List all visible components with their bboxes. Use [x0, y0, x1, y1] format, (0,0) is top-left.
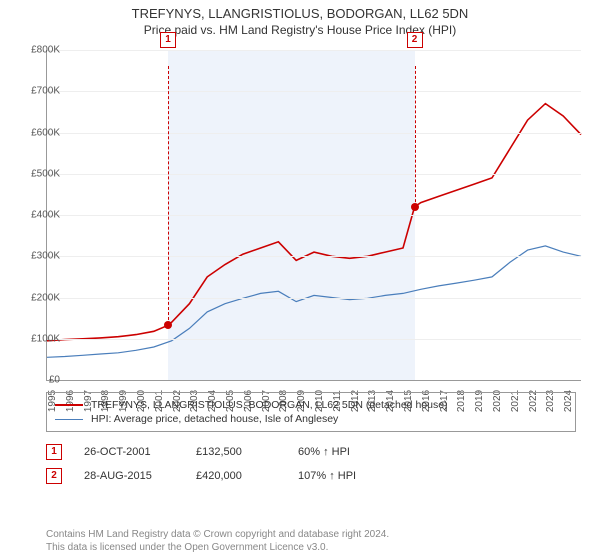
gridline	[47, 50, 581, 51]
y-axis-label: £200K	[16, 292, 60, 303]
chart-container: { "title": "TREFYNYS, LLANGRISTIOLUS, BO…	[0, 0, 600, 560]
series-line	[47, 104, 581, 341]
chart-subtitle: Price paid vs. HM Land Registry's House …	[0, 21, 600, 37]
event-number-box: 1	[46, 444, 62, 460]
legend-swatch	[55, 404, 83, 406]
y-axis-label: £600K	[16, 127, 60, 138]
gridline	[47, 215, 581, 216]
gridline	[47, 174, 581, 175]
gridline	[47, 298, 581, 299]
event-price: £132,500	[196, 446, 276, 458]
chart-title: TREFYNYS, LLANGRISTIOLUS, BODORGAN, LL62…	[0, 0, 600, 21]
event-delta: 107% ↑ HPI	[298, 470, 356, 482]
event-marker-line	[168, 66, 169, 325]
legend-box: TREFYNYS, LLANGRISTIOLUS, BODORGAN, LL62…	[46, 392, 576, 432]
y-axis-label: £700K	[16, 86, 60, 97]
y-axis-label: £800K	[16, 45, 60, 56]
footer-line-2: This data is licensed under the Open Gov…	[46, 541, 389, 554]
event-date: 26-OCT-2001	[84, 446, 174, 458]
plot-area: 1995199619971998199920002001200220032004…	[46, 50, 581, 381]
event-marker-point	[164, 321, 172, 329]
events-table: 1 26-OCT-2001 £132,500 60% ↑ HPI 2 28-AUG-201…	[46, 440, 576, 488]
gridline	[47, 339, 581, 340]
y-axis-label: £100K	[16, 333, 60, 344]
event-date: 28-AUG-2015	[84, 470, 174, 482]
event-row: 1 26-OCT-2001 £132,500 60% ↑ HPI	[46, 440, 576, 464]
gridline	[47, 256, 581, 257]
legend-label: HPI: Average price, detached house, Isle…	[91, 413, 338, 425]
legend-label: TREFYNYS, LLANGRISTIOLUS, BODORGAN, LL62…	[91, 399, 448, 411]
event-row: 2 28-AUG-2015 £420,000 107% ↑ HPI	[46, 464, 576, 488]
gridline	[47, 133, 581, 134]
footer-attribution: Contains HM Land Registry data © Crown c…	[46, 528, 389, 554]
legend-row: HPI: Average price, detached house, Isle…	[55, 412, 567, 426]
footer-line-1: Contains HM Land Registry data © Crown c…	[46, 528, 389, 541]
event-marker-box: 2	[407, 32, 423, 48]
event-price: £420,000	[196, 470, 276, 482]
event-marker-point	[411, 203, 419, 211]
event-number-box: 2	[46, 468, 62, 484]
event-delta: 60% ↑ HPI	[298, 446, 350, 458]
series-line	[47, 246, 581, 357]
event-marker-box: 1	[160, 32, 176, 48]
legend-row: TREFYNYS, LLANGRISTIOLUS, BODORGAN, LL62…	[55, 398, 567, 412]
y-axis-label: £300K	[16, 251, 60, 262]
event-marker-line	[415, 66, 416, 207]
y-axis-label: £500K	[16, 168, 60, 179]
y-axis-label: £400K	[16, 210, 60, 221]
gridline	[47, 91, 581, 92]
y-axis-label: £0	[16, 375, 60, 386]
legend-swatch	[55, 419, 83, 420]
